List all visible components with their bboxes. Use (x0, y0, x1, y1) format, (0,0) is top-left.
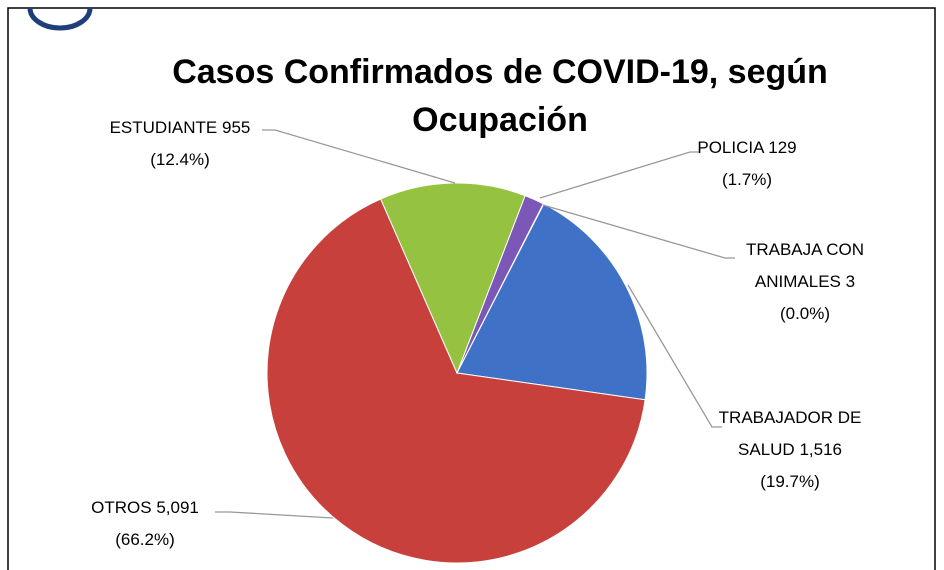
category-label: POLICIA (697, 138, 764, 157)
leader-line (262, 129, 456, 184)
category-label: ESTUDIANTE (109, 118, 218, 137)
percent-label: (66.2%) (115, 530, 175, 549)
leader-line (542, 204, 735, 259)
chart-frame (7, 7, 936, 570)
logo (27, 7, 93, 31)
percent-label: (19.7%) (760, 472, 820, 491)
leader-line (539, 151, 700, 199)
chart-title: Casos Confirmados de COVID-19, según Ocu… (172, 53, 828, 139)
category-label: OTROS (91, 498, 152, 517)
value-label: 1,516 (799, 440, 842, 459)
pie-slice (266, 198, 646, 564)
percent-label: (12.4%) (150, 150, 210, 169)
percent-label: (0.0%) (779, 304, 831, 323)
data-label: TRABAJADOR DE SALUD 1,516 (19.7%) (700, 402, 880, 498)
value-label: 129 (768, 138, 797, 157)
value-label: 5,091 (156, 498, 199, 517)
data-label: OTROS 5,091 (66.2%) (60, 492, 230, 556)
leader-lines (215, 129, 735, 519)
value-label: 955 (222, 118, 251, 137)
data-label: ESTUDIANTE 955 (12.4%) (80, 112, 280, 176)
percent-label: (1.7%) (721, 170, 773, 189)
leader-line (215, 511, 334, 519)
value-label: 3 (845, 272, 856, 291)
data-label: TRABAJA CON ANIMALES 3 (0.0%) (730, 234, 880, 330)
pie-slice (456, 203, 648, 401)
category-label: TRABAJADOR DE SALUD (718, 408, 862, 459)
pie-slice (380, 182, 526, 375)
leader-line (627, 284, 722, 428)
data-label: POLICIA 129 (1.7%) (672, 132, 822, 196)
category-label: TRABAJA CON ANIMALES (745, 240, 865, 291)
